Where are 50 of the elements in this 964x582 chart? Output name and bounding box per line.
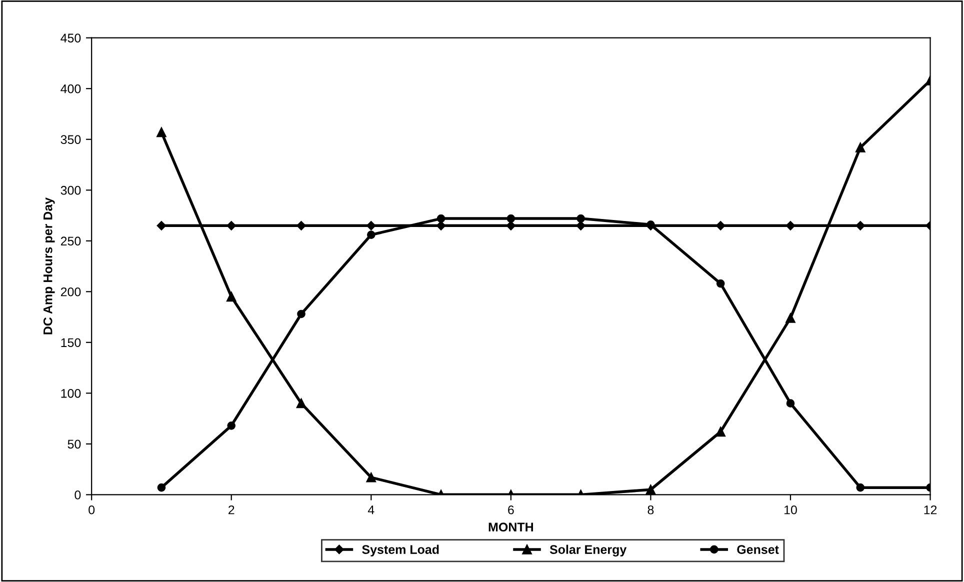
legend-label: Genset xyxy=(737,545,779,554)
legend-label: System Load xyxy=(362,544,439,556)
point xyxy=(226,292,236,302)
point xyxy=(156,221,166,230)
point xyxy=(366,472,376,482)
point xyxy=(716,279,725,288)
y-tick-label: 100 xyxy=(61,388,81,398)
y-tick-label: 200 xyxy=(60,287,81,296)
y-tick-label: 150 xyxy=(61,338,81,348)
legend-label: Solar Energy xyxy=(550,544,627,556)
x-tick-label: 12 xyxy=(924,505,937,514)
x-axis-title: MONTH xyxy=(488,522,533,532)
point xyxy=(227,421,236,430)
point xyxy=(156,127,166,138)
point xyxy=(157,483,166,492)
point xyxy=(786,313,796,323)
x-tick-label: 8 xyxy=(648,505,654,514)
y-tick-label: 400 xyxy=(60,84,81,94)
point xyxy=(646,484,656,494)
point xyxy=(576,214,585,223)
point xyxy=(436,214,446,223)
y-tick-label: 250 xyxy=(60,236,81,246)
point xyxy=(716,426,726,437)
point xyxy=(296,398,306,408)
point xyxy=(506,214,516,223)
y-tick-label: 350 xyxy=(60,135,81,144)
point xyxy=(786,221,796,230)
x-tick-label: 4 xyxy=(368,506,374,514)
point xyxy=(366,230,376,239)
point xyxy=(856,142,866,152)
y-tick-label: 50 xyxy=(68,440,81,449)
x-tick-label: 2 xyxy=(228,505,234,514)
point xyxy=(226,221,236,230)
y-tick-label: 300 xyxy=(60,186,81,195)
point xyxy=(296,221,306,230)
point xyxy=(366,221,376,230)
y-tick-label: 450 xyxy=(60,34,81,42)
x-tick-label: 10 xyxy=(784,505,797,514)
point xyxy=(856,221,865,230)
point xyxy=(786,399,795,408)
x-tick-label: 0 xyxy=(88,505,95,514)
x-tick-label: 6 xyxy=(508,505,514,514)
y-axis-title: DC Amp Hours per Day xyxy=(43,197,55,334)
point xyxy=(436,221,446,230)
y-tick-label: 0 xyxy=(74,490,81,500)
point xyxy=(576,221,586,230)
point xyxy=(297,310,306,318)
point xyxy=(856,483,865,492)
point xyxy=(506,221,516,230)
point xyxy=(716,221,726,230)
